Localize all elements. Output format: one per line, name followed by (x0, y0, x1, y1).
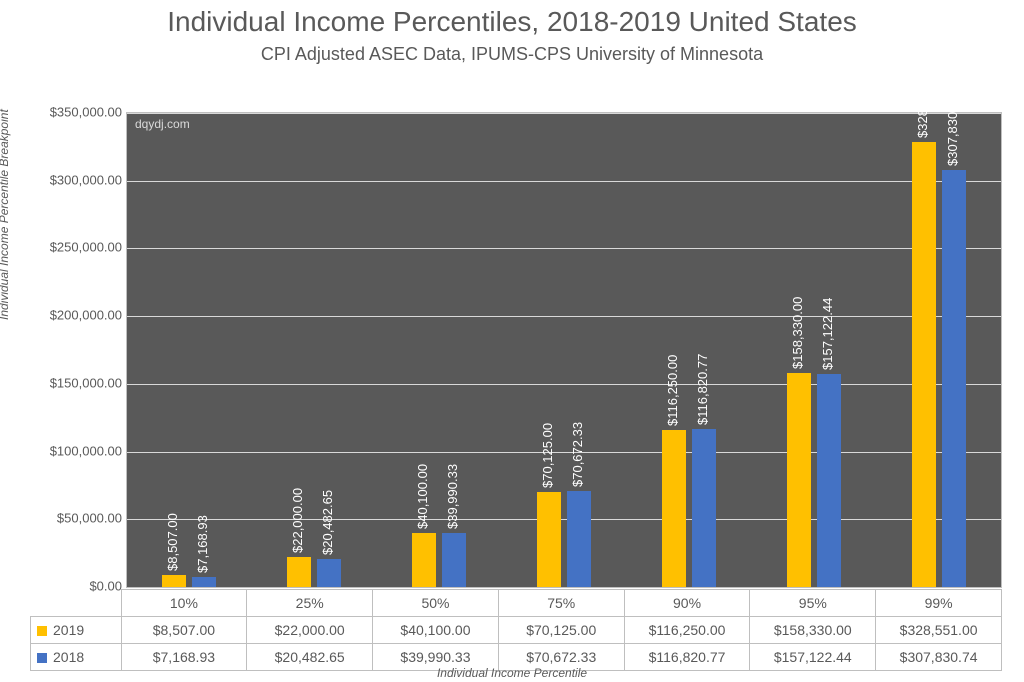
bar (162, 575, 186, 587)
bar (317, 559, 341, 587)
bar (192, 577, 216, 587)
y-tick-label: $350,000.00 (32, 105, 122, 120)
legend-series-name: 2018 (53, 649, 84, 665)
bar (412, 533, 436, 587)
data-label: $7,168.93 (195, 515, 210, 573)
table-cell: $40,100.00 (373, 617, 499, 644)
data-label: $8,507.00 (165, 514, 180, 572)
table-category-header: 10% (121, 590, 247, 617)
data-table: 10%25%50%75%90%95%99% 2019 $8,507.00$22,0… (30, 589, 1002, 671)
y-axis-label: Individual Income Percentile Breakpoint (0, 109, 11, 320)
bar (817, 374, 841, 587)
table-category-header: 50% (373, 590, 499, 617)
table-corner (31, 590, 122, 617)
bar (287, 557, 311, 587)
bar (787, 373, 811, 587)
data-label: $70,125.00 (540, 423, 555, 488)
data-label: $158,330.00 (790, 296, 805, 368)
chart-subtitle: CPI Adjusted ASEC Data, IPUMS-CPS Univer… (0, 44, 1024, 65)
table-row: 2019 $8,507.00$22,000.00$40,100.00$70,125… (31, 617, 1002, 644)
data-label: $307,830.74 (945, 94, 960, 166)
bar (692, 429, 716, 587)
data-label: $40,100.00 (415, 464, 430, 529)
table-cell: $328,551.00 (876, 617, 1002, 644)
table-category-header: 25% (247, 590, 373, 617)
y-tick-label: $250,000.00 (32, 240, 122, 255)
table-cell: $116,250.00 (624, 617, 750, 644)
data-table-body: 2019 $8,507.00$22,000.00$40,100.00$70,125… (31, 617, 1002, 671)
data-table-header-row: 10%25%50%75%90%95%99% (31, 590, 1002, 617)
data-label: $39,990.33 (445, 464, 460, 529)
bars-layer: $8,507.00 $7,168.93 $22,000.00 $20,482.65 $4… (127, 113, 1001, 587)
table-category-header: 95% (750, 590, 876, 617)
bar (662, 430, 686, 587)
table-category-header: 75% (498, 590, 624, 617)
data-label: $22,000.00 (290, 488, 305, 553)
table-category-header: 90% (624, 590, 750, 617)
y-tick-label: $150,000.00 (32, 375, 122, 390)
bar (537, 492, 561, 587)
data-label: $157,122.44 (820, 298, 835, 370)
table-cell: $8,507.00 (121, 617, 247, 644)
x-axis-label: Individual Income Percentile (0, 666, 1024, 680)
chart-title: Individual Income Percentiles, 2018-2019… (0, 6, 1024, 38)
legend-swatch (37, 653, 47, 663)
y-tick-label: $100,000.00 (32, 443, 122, 458)
table-category-header: 99% (876, 590, 1002, 617)
bar (442, 533, 466, 587)
legend-cell: 2019 (31, 617, 122, 644)
bar (567, 491, 591, 587)
table-cell: $70,125.00 (498, 617, 624, 644)
data-label: $20,482.65 (320, 490, 335, 555)
bar (942, 170, 966, 587)
income-percentile-chart: Individual Income Percentiles, 2018-2019… (0, 0, 1024, 682)
data-label: $70,672.33 (570, 422, 585, 487)
data-label: $116,820.77 (695, 353, 710, 424)
y-tick-label: $200,000.00 (32, 308, 122, 323)
table-cell: $22,000.00 (247, 617, 373, 644)
legend-series-name: 2019 (53, 622, 84, 638)
plot-area: dqydj.com $8,507.00$7,168.93$22,000.00$2… (126, 112, 1002, 588)
y-tick-label: $50,000.00 (32, 511, 122, 526)
bar (912, 142, 936, 587)
data-label: $116,250.00 (665, 354, 680, 425)
legend-swatch (37, 626, 47, 636)
table-cell: $158,330.00 (750, 617, 876, 644)
data-label: $328,551.00 (915, 66, 930, 138)
y-tick-label: $300,000.00 (32, 172, 122, 187)
